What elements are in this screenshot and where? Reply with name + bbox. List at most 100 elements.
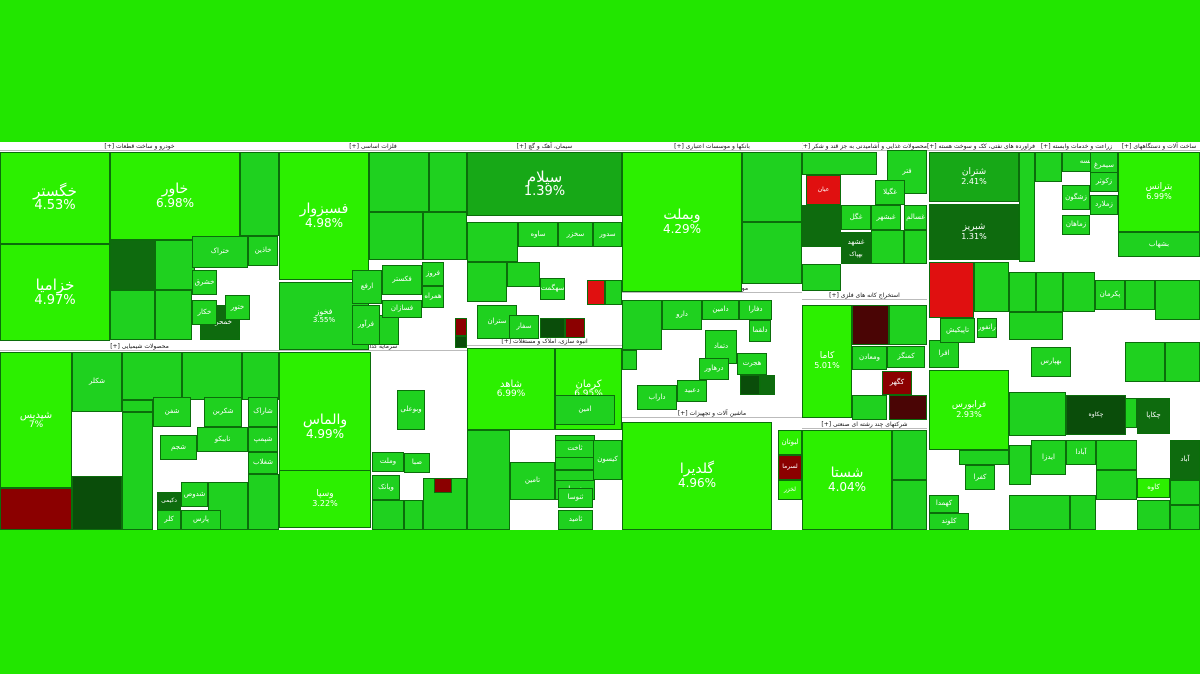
treemap-tile[interactable]: ایدزا [1031, 440, 1066, 475]
treemap-tile-small[interactable] [802, 264, 841, 291]
treemap-tile[interactable]: وملت [372, 452, 404, 472]
treemap-tile-small[interactable] [974, 262, 1009, 312]
treemap-tile-small[interactable] [959, 450, 1009, 465]
treemap-tile-small[interactable] [760, 375, 775, 395]
treemap-tile[interactable]: ومعادن [852, 346, 887, 370]
treemap-tile[interactable]: پکرمان [1095, 280, 1125, 310]
treemap-tile[interactable]: شاراک [248, 397, 278, 427]
treemap-tile-small[interactable] [605, 280, 622, 305]
treemap-tile[interactable]: صبا [404, 453, 430, 473]
treemap-tile-small[interactable] [1035, 152, 1062, 182]
sector-header[interactable]: زراعت و خدمات وابسته [+] [1035, 142, 1118, 151]
treemap-tile[interactable]: هجرت [737, 353, 767, 375]
treemap-tile-small[interactable] [404, 500, 423, 530]
treemap-tile[interactable]: تامین [510, 462, 555, 500]
treemap-tile[interactable]: سیلام 1.39% [467, 152, 622, 216]
treemap-tile[interactable]: شاهد 6.99% [467, 348, 555, 430]
treemap-tile-small[interactable] [892, 430, 927, 480]
sector-header[interactable]: سیمان، آهک و گچ [+] [467, 142, 622, 151]
treemap-tile[interactable]: دکیمی [157, 492, 181, 510]
treemap-tile[interactable]: خکار [192, 300, 217, 325]
treemap-tile[interactable]: خزامیا 4.97% [0, 244, 110, 341]
treemap-tile[interactable]: سدور [593, 222, 622, 247]
sector-header[interactable]: محصولات غذایی و آشامیدنی به جز قند و شکر… [802, 142, 927, 151]
treemap-tile[interactable]: کمنگز [887, 346, 925, 368]
treemap-tile[interactable]: سهگمت [540, 278, 565, 300]
treemap-tile-small[interactable] [208, 482, 248, 530]
treemap-tile-small[interactable] [240, 152, 279, 236]
treemap-tile-small[interactable] [1063, 272, 1095, 312]
treemap-tile[interactable]: فروز [422, 262, 444, 286]
sector-header[interactable]: محصولات شیمیایی [+] [0, 342, 279, 351]
treemap-tile-small[interactable] [369, 212, 423, 260]
treemap-tile[interactable]: فرابورس 2.93% [929, 370, 1009, 450]
treemap-tile[interactable]: همراه [422, 286, 444, 308]
treemap-tile-small[interactable] [155, 290, 192, 340]
treemap-tile[interactable]: فسبزوار 4.98% [279, 152, 369, 280]
treemap-tile-small[interactable] [565, 318, 585, 338]
treemap-tile[interactable]: چکاپا [1137, 398, 1170, 434]
treemap-tile[interactable]: کاوه [1137, 478, 1170, 498]
treemap-tile[interactable]: کلر [157, 510, 181, 530]
treemap-tile[interactable]: دلقما [749, 320, 771, 342]
treemap-tile-small[interactable] [622, 300, 662, 350]
treemap-tile[interactable]: ارفع [352, 270, 382, 304]
treemap-tile[interactable]: شغلاب [248, 452, 278, 474]
treemap-tile-small[interactable] [871, 230, 904, 264]
sector-header[interactable]: فلزات اساسی [+] [279, 142, 467, 151]
treemap-tile[interactable]: فرآور [352, 305, 380, 345]
treemap-tile[interactable]: نایبکو [197, 427, 248, 452]
treemap-tile-small[interactable] [429, 152, 467, 212]
treemap-tile[interactable]: خاور 6.98% [110, 152, 240, 240]
treemap-tile-small[interactable] [434, 478, 452, 493]
treemap-tile[interactable]: کاما 5.01% [802, 305, 852, 418]
treemap-tile-small[interactable] [892, 480, 927, 530]
treemap-tile[interactable]: خگستر 4.53% [0, 152, 110, 244]
treemap-tile-small[interactable] [0, 488, 72, 530]
treemap-tile-small[interactable] [1009, 392, 1066, 436]
treemap-tile[interactable]: ثاخت [555, 440, 595, 458]
sector-header[interactable]: خودرو و ساخت قطعات [+] [0, 142, 279, 151]
treemap-tile-small[interactable] [1070, 495, 1096, 530]
treemap-tile-small[interactable] [1137, 500, 1170, 530]
treemap-tile-small[interactable] [455, 336, 467, 348]
treemap-tile[interactable]: شکربن [204, 397, 242, 427]
treemap-tile[interactable]: شپدیس 7% [0, 352, 72, 488]
treemap-tile[interactable]: وبملت 4.29% [622, 152, 742, 292]
treemap-tile[interactable]: دامین [702, 300, 739, 320]
treemap-tile[interactable]: غگل [841, 205, 871, 230]
treemap-tile[interactable]: امین [555, 395, 615, 425]
treemap-tile[interactable]: خشرق [192, 270, 217, 295]
treemap-tile[interactable]: شپمپ [248, 427, 278, 452]
treemap-tile[interactable]: زماهان [1062, 215, 1090, 235]
treemap-tile-small[interactable] [1096, 440, 1137, 470]
sector-header[interactable]: شرکتهای چند رشته ای صنعتی [+] [802, 420, 927, 429]
treemap-tile[interactable]: وسپا 3.22% [279, 470, 371, 528]
treemap-tile[interactable]: بترانس 6.99% [1118, 152, 1200, 232]
treemap-tile-small[interactable] [467, 262, 507, 302]
treemap-tile[interactable]: بهپارس [1031, 347, 1071, 377]
treemap-tile[interactable]: شبریز 1.31% [929, 204, 1019, 260]
treemap-tile[interactable]: لسرما [778, 455, 802, 480]
treemap-tile[interactable]: رانفور [977, 318, 997, 338]
treemap-tile-small[interactable] [182, 352, 242, 400]
treemap-tile[interactable]: غسالم [904, 205, 927, 230]
treemap-tile[interactable]: لبوتان [778, 430, 802, 455]
treemap-tile-small[interactable] [1036, 272, 1063, 312]
treemap-tile[interactable]: سخزر [558, 222, 593, 247]
treemap-tile-small[interactable] [110, 240, 155, 290]
treemap-tile-small[interactable] [72, 476, 122, 530]
treemap-tile-small[interactable] [1165, 342, 1200, 382]
treemap-tile[interactable]: بشهاب [1118, 232, 1200, 257]
treemap-tile[interactable]: دارو [662, 300, 702, 330]
treemap-tile[interactable]: افرا [929, 340, 959, 368]
treemap-tile-small[interactable] [1009, 272, 1036, 312]
treemap-tile[interactable]: عیان [806, 175, 841, 205]
sector-header[interactable]: ماشین آلات و تجهیزات [+] [622, 409, 802, 418]
treemap-tile-small[interactable] [1009, 445, 1031, 485]
treemap-tile-small[interactable] [1170, 480, 1200, 505]
treemap-tile[interactable]: کلوند [929, 513, 969, 530]
sector-header[interactable]: ساخت آلات و دستگاههای [+] [1118, 142, 1200, 151]
treemap-tile-small[interactable] [802, 152, 877, 175]
treemap-tile-small[interactable] [1125, 342, 1165, 382]
